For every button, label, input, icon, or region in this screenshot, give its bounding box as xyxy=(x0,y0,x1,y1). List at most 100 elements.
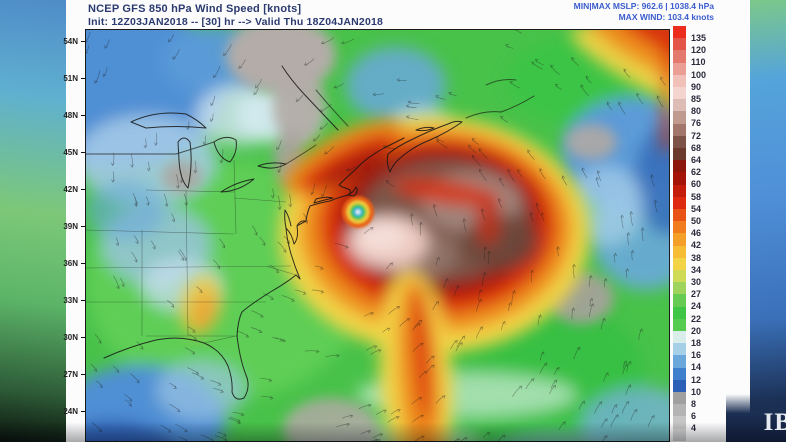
legend-label: 6 xyxy=(691,411,697,422)
legend-label: 10 xyxy=(691,386,702,397)
lat-label: 33N xyxy=(52,296,86,305)
map-title: NCEP GFS 850 hPa Wind Speed [knots] xyxy=(88,3,302,15)
map-init-valid-line: Init: 12Z03JAN2018 -- [30] hr --> Valid … xyxy=(88,16,384,28)
legend-label: 20 xyxy=(691,325,702,336)
lat-label: 45N xyxy=(52,148,86,157)
legend-band xyxy=(673,123,686,137)
legend-band xyxy=(673,306,686,320)
legend-label: 85 xyxy=(691,94,702,104)
backdrop-right xyxy=(746,0,786,442)
legend-label: 135 xyxy=(691,33,707,43)
lat-label: 27N xyxy=(52,370,86,379)
lat-label: 51N xyxy=(52,74,86,83)
legend-band xyxy=(673,355,686,369)
legend-label: 4 xyxy=(691,423,697,434)
legend-band xyxy=(673,331,686,344)
legend-band xyxy=(673,209,686,222)
legend-band xyxy=(673,135,686,149)
legend-band xyxy=(673,26,686,39)
mslp-stat: MIN|MAX MSLP: 962.6 | 1038.4 hPa xyxy=(573,1,714,11)
storm-eye xyxy=(342,196,374,228)
legend-label: 16 xyxy=(691,350,702,361)
lat-label: 30N xyxy=(52,333,86,342)
corner-shadow xyxy=(726,394,786,442)
legend-label: 72 xyxy=(691,130,702,141)
legend-band xyxy=(673,245,686,259)
legend-label: 12 xyxy=(691,374,702,385)
legend-band xyxy=(673,221,686,234)
legend-band xyxy=(673,50,686,64)
state-borders xyxy=(86,159,297,344)
lat-tick xyxy=(81,337,86,338)
legend-band xyxy=(673,282,686,295)
legend-label: 64 xyxy=(691,155,702,165)
lat-tick xyxy=(81,78,86,79)
lat-tick xyxy=(81,411,86,412)
legend-band xyxy=(673,99,686,112)
legend-label: 46 xyxy=(691,228,702,239)
stats-block: MIN|MAX MSLP: 962.6 | 1038.4 hPa MAX WIN… xyxy=(574,1,714,23)
legend-label: 60 xyxy=(691,179,702,190)
legend-label: 30 xyxy=(691,277,702,287)
legend-band xyxy=(673,270,686,283)
lat-tick xyxy=(81,189,86,190)
legend-band xyxy=(673,184,686,198)
legend-label: 50 xyxy=(691,216,702,226)
legend-band xyxy=(673,148,686,161)
legend-label: 34 xyxy=(691,264,702,275)
legend-band xyxy=(673,111,686,125)
legend-band xyxy=(673,172,686,186)
legend-band xyxy=(673,294,686,308)
legend-label: 42 xyxy=(691,240,702,251)
legend-label: 22 xyxy=(691,313,702,324)
legend-band xyxy=(673,318,686,332)
legend-label: 110 xyxy=(691,57,706,68)
lat-tick xyxy=(81,41,86,42)
legend-band xyxy=(673,62,686,76)
lat-tick xyxy=(81,152,86,153)
legend-band xyxy=(673,233,686,247)
legend-label: 38 xyxy=(691,252,702,263)
legend-band xyxy=(673,196,686,210)
latitude-axis: 54N 51N 48N 45N 42N 39N 36N 33N 30N 27N 24N xyxy=(58,29,86,442)
legend-band xyxy=(673,257,686,271)
legend-label: 120 xyxy=(691,45,707,56)
wind-streamlines xyxy=(86,30,667,441)
wind-field-svg xyxy=(86,30,669,441)
legend-band xyxy=(673,392,686,405)
legend-label: 27 xyxy=(691,289,702,300)
storm-wind-rings xyxy=(180,30,669,441)
legend-band xyxy=(673,87,686,100)
legend-band xyxy=(673,428,686,442)
legend-band xyxy=(673,74,686,88)
lat-tick xyxy=(81,374,86,375)
legend-band xyxy=(673,404,686,417)
legend-label: 14 xyxy=(691,362,702,373)
legend-band xyxy=(673,367,686,381)
lat-label: 42N xyxy=(52,185,86,194)
legend-band xyxy=(673,379,686,393)
legend-label: 24 xyxy=(691,301,702,312)
lat-label: 48N xyxy=(52,111,86,120)
legend-band xyxy=(673,160,686,173)
legend-label: 18 xyxy=(691,338,702,348)
legend-label: 62 xyxy=(691,167,702,178)
lat-tick xyxy=(81,263,86,264)
lat-tick xyxy=(81,115,86,116)
lat-label: 54N xyxy=(52,37,86,46)
lat-label: 36N xyxy=(52,259,86,268)
weather-map xyxy=(85,29,670,442)
legend-label: 80 xyxy=(691,106,702,117)
max-wind-stat: MAX WIND: 103.4 knots xyxy=(618,12,714,22)
legend-label: 8 xyxy=(691,399,697,409)
legend-label: 76 xyxy=(691,118,702,129)
legend-label: 90 xyxy=(691,81,702,92)
wind-speed-legend: 135 120 110 100 90 85 80 76 72 68 64 62 60 58 54 50 46 42… xyxy=(673,26,723,442)
legend-band xyxy=(673,416,686,430)
legend-label: 54 xyxy=(691,203,702,214)
lat-tick xyxy=(81,226,86,227)
legend-label: 68 xyxy=(691,142,702,153)
backdrop-left xyxy=(0,0,66,442)
coastlines xyxy=(86,65,535,400)
